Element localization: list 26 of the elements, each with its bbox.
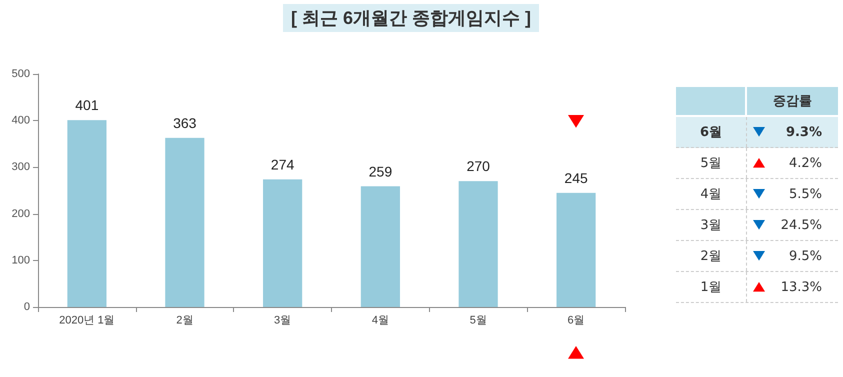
- x-tick-label: 2020년 1월: [59, 314, 115, 326]
- data-label: 274: [270, 156, 294, 172]
- change-table: 증감률 6월 9.3% 5월 4.2% 4월 5.5% 3월 24.5% 2월 9.5% 1월 13.3%: [676, 87, 838, 303]
- data-label: 401: [75, 97, 99, 114]
- bar: [458, 181, 498, 307]
- x-tick-label: 2월: [176, 314, 194, 326]
- y-tick-label: 400: [12, 114, 30, 127]
- data-label: 245: [564, 170, 588, 186]
- y-tick-label: 500: [12, 68, 30, 80]
- bar: [360, 186, 400, 307]
- data-label: 270: [466, 158, 490, 174]
- x-tick-label: 6월: [568, 314, 585, 326]
- data-label: 259: [368, 163, 392, 180]
- data-label: 363: [173, 114, 197, 131]
- y-tick-label: 100: [12, 254, 30, 266]
- bar: [67, 120, 106, 307]
- chart-title: [ 최근 6개월간 종합게임지수 ]: [291, 8, 532, 28]
- y-tick-label: 0: [24, 301, 30, 313]
- x-tick-label: 3월: [274, 314, 292, 326]
- bar: [556, 192, 596, 307]
- y-tick-label: 300: [12, 161, 30, 174]
- x-tick-label: 4월: [372, 314, 389, 326]
- x-tick-label: 5월: [470, 314, 487, 326]
- y-tick-label: 200: [12, 208, 30, 220]
- bar: [263, 179, 302, 307]
- bar: [165, 138, 204, 307]
